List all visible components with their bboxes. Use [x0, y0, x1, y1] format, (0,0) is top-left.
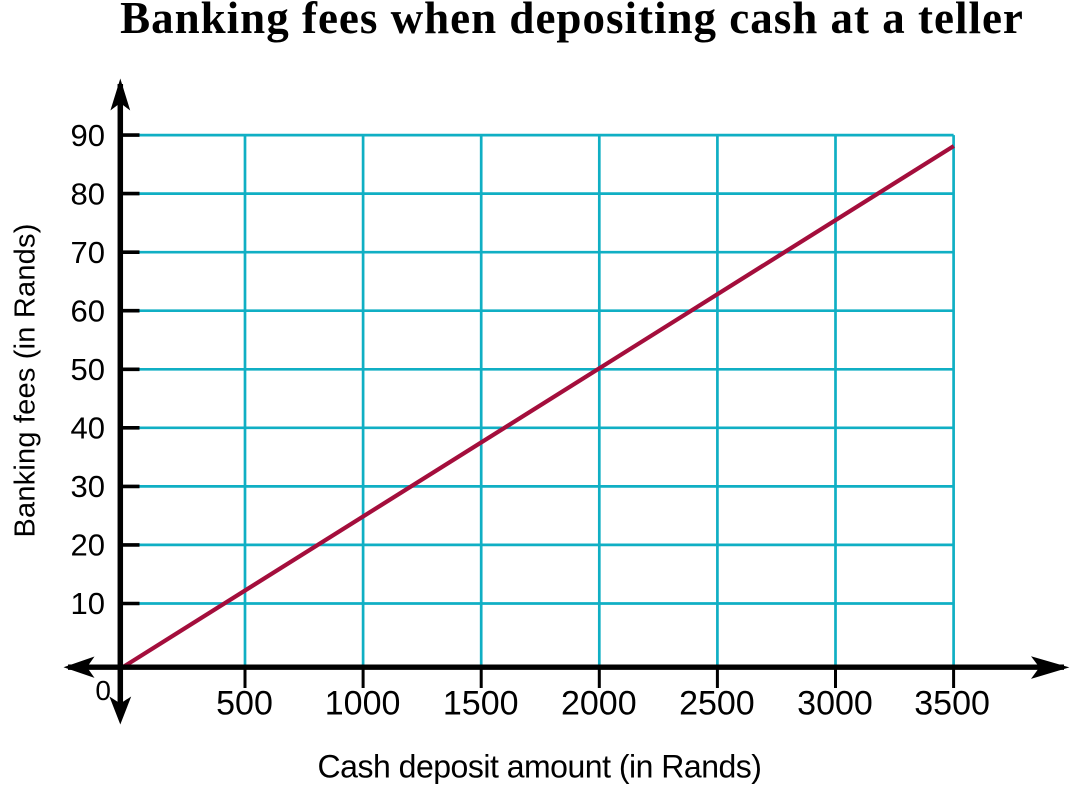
svg-text:500: 500	[216, 685, 273, 723]
svg-text:80: 80	[71, 176, 105, 211]
svg-text:Cash deposit amount (in Rands): Cash deposit amount (in Rands)	[318, 749, 762, 785]
svg-text:2500: 2500	[679, 685, 755, 723]
svg-text:90: 90	[71, 118, 105, 153]
svg-text:2000: 2000	[561, 685, 637, 723]
svg-text:0: 0	[95, 675, 111, 706]
svg-text:30: 30	[71, 469, 105, 504]
svg-text:1000: 1000	[325, 685, 401, 723]
svg-text:3500: 3500	[914, 685, 990, 723]
svg-text:60: 60	[71, 293, 105, 328]
svg-text:1500: 1500	[443, 685, 519, 723]
svg-text:20: 20	[71, 528, 105, 563]
svg-text:50: 50	[71, 352, 105, 387]
svg-text:3000: 3000	[797, 685, 873, 723]
svg-text:Banking fees (in Rands): Banking fees (in Rands)	[10, 223, 42, 537]
svg-text:Banking fees when depositing c: Banking fees when depositing cash at a t…	[120, 0, 1024, 43]
svg-text:70: 70	[71, 235, 105, 270]
svg-text:40: 40	[71, 411, 105, 446]
svg-text:10: 10	[71, 586, 105, 621]
